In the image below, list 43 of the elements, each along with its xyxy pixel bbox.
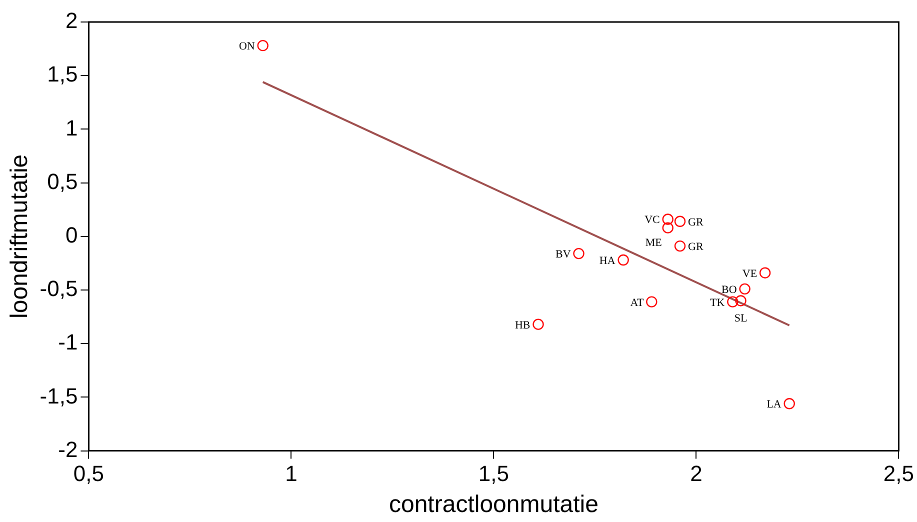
- annotation: BV: [555, 248, 571, 261]
- x-tick-label: 1,5: [478, 461, 510, 486]
- point: [759, 267, 771, 278]
- y-tick-label: -1: [58, 330, 78, 355]
- y-tick-label: -1,5: [40, 383, 78, 408]
- y-tick-label: 0: [65, 222, 78, 248]
- y-axis-title: loondriftmutatie: [6, 154, 34, 318]
- y-tick-label: 1: [65, 115, 78, 140]
- annotation: VE: [742, 268, 758, 280]
- annotation: ME: [645, 236, 662, 249]
- annotation: GR: [688, 241, 704, 254]
- annotation: HA: [599, 254, 616, 267]
- point: [662, 214, 674, 225]
- y-tick-label: 0,5: [47, 168, 78, 194]
- point: [727, 296, 738, 308]
- y-tick-label: 2: [65, 8, 78, 34]
- x-tick-label: 2,5: [883, 461, 914, 486]
- x-tick-label: 2: [690, 461, 702, 486]
- x-tick-label: 1: [285, 461, 298, 486]
- x-axis-title: contractloonmutatie: [388, 491, 598, 518]
- point: [532, 318, 544, 330]
- point: [573, 248, 584, 260]
- annotation: AT: [630, 296, 644, 309]
- point: [739, 283, 750, 295]
- point: [674, 240, 686, 252]
- point: [646, 296, 658, 308]
- annotation: GR: [688, 216, 704, 228]
- annotation: HB: [514, 319, 530, 332]
- annotation: LA: [766, 398, 782, 411]
- point: [257, 40, 268, 52]
- point: [618, 254, 629, 266]
- annotation: BO: [722, 284, 737, 296]
- annotation: VC: [644, 214, 660, 226]
- annotation: TK: [710, 296, 725, 309]
- annotation: ON: [238, 40, 255, 53]
- point: [784, 398, 795, 410]
- y-tick-label: -2: [58, 436, 78, 462]
- y-tick-label: 1,5: [47, 62, 78, 87]
- point: [735, 295, 746, 306]
- point: [674, 216, 686, 227]
- point: [662, 222, 674, 234]
- y-tick-label: -0,5: [40, 276, 78, 302]
- annotation: SL: [734, 312, 748, 325]
